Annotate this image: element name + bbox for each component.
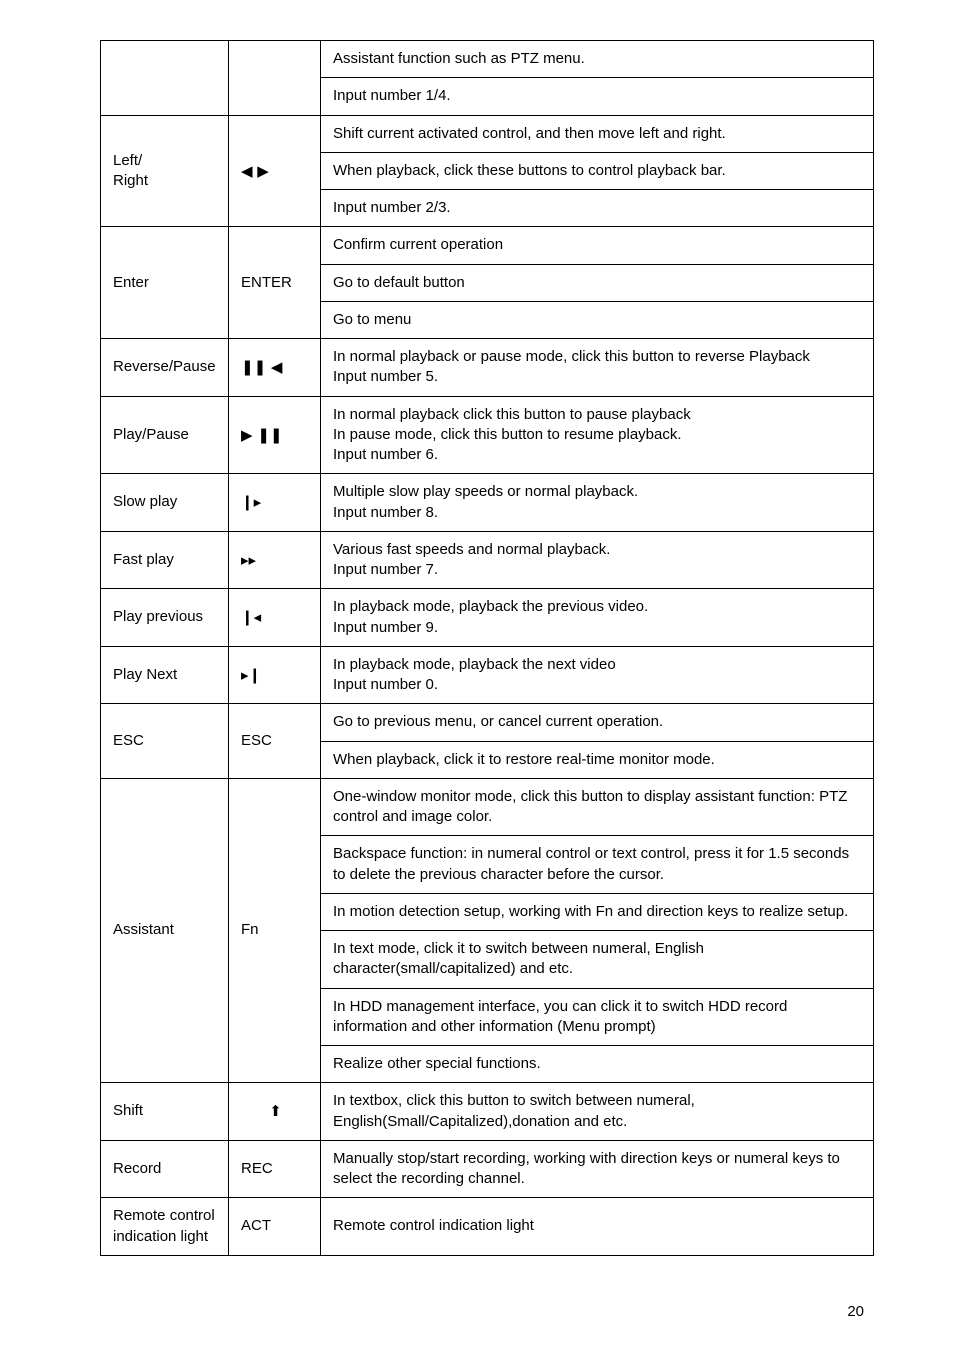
cell-desc: Manually stop/start recording, working w… (321, 1140, 874, 1198)
fast-forward-icon: ▸▸ (229, 531, 321, 589)
cell-desc: Go to menu (321, 301, 874, 338)
cell-name-blank (101, 41, 229, 116)
cell-name-assistant: Assistant (101, 778, 229, 1083)
cell-desc: Go to default button (321, 264, 874, 301)
cell-sym-fn: Fn (229, 778, 321, 1083)
cell-desc: In playback mode, playback the next vide… (321, 646, 874, 704)
cell-sym-enter: ENTER (229, 227, 321, 339)
cell-desc: Confirm current operation (321, 227, 874, 264)
cell-name-remote-light: Remote control indication light (101, 1198, 229, 1256)
table-row: Assistant function such as PTZ menu. (101, 41, 874, 78)
table-row: Left/Right ◀ ▶ Shift current activated c… (101, 115, 874, 152)
cell-name-enter: Enter (101, 227, 229, 339)
table-row: Assistant Fn One-window monitor mode, cl… (101, 778, 874, 836)
page-number: 20 (847, 1303, 864, 1320)
cell-desc: Various fast speeds and normal playback.… (321, 531, 874, 589)
slow-play-icon: ❙▸ (229, 474, 321, 532)
table-row: Play Next ▸❙ In playback mode, playback … (101, 646, 874, 704)
cell-name-reversepause: Reverse/Pause (101, 339, 229, 397)
table-row: Slow play ❙▸ Multiple slow play speeds o… (101, 474, 874, 532)
cell-name-shift: Shift (101, 1083, 229, 1141)
table-row: Play/Pause ▶ ❚❚ In normal playback click… (101, 396, 874, 474)
pause-reverse-icon: ❚❚ ◀ (229, 339, 321, 397)
cell-desc: Input number 2/3. (321, 190, 874, 227)
cell-desc: Backspace function: in numeral control o… (321, 836, 874, 894)
cell-desc: In motion detection setup, working with … (321, 893, 874, 930)
cell-desc: Multiple slow play speeds or normal play… (321, 474, 874, 532)
play-pause-icon: ▶ ❚❚ (229, 396, 321, 474)
table-row: Fast play ▸▸ Various fast speeds and nor… (101, 531, 874, 589)
cell-name-playpause: Play/Pause (101, 396, 229, 474)
cell-name-leftright: Left/Right (101, 115, 229, 227)
cell-desc: In normal playback click this button to … (321, 396, 874, 474)
cell-desc: Input number 1/4. (321, 78, 874, 115)
table-row: Record REC Manually stop/start recording… (101, 1140, 874, 1198)
cell-name-playnext: Play Next (101, 646, 229, 704)
cell-name-slowplay: Slow play (101, 474, 229, 532)
cell-name-playprevious: Play previous (101, 589, 229, 647)
next-icon: ▸❙ (229, 646, 321, 704)
cell-desc: Realize other special functions. (321, 1046, 874, 1083)
shift-up-icon: ⬆ (229, 1083, 321, 1141)
cell-desc: One-window monitor mode, click this butt… (321, 778, 874, 836)
spec-table: Assistant function such as PTZ menu. Inp… (100, 40, 874, 1256)
cell-sym-esc: ESC (229, 704, 321, 779)
cell-desc: In playback mode, playback the previous … (321, 589, 874, 647)
cell-desc: Remote control indication light (321, 1198, 874, 1256)
cell-desc: When playback, click these buttons to co… (321, 152, 874, 189)
cell-desc: Shift current activated control, and the… (321, 115, 874, 152)
cell-desc: In textbox, click this button to switch … (321, 1083, 874, 1141)
cell-name-fastplay: Fast play (101, 531, 229, 589)
cell-name-esc: ESC (101, 704, 229, 779)
cell-desc: In text mode, click it to switch between… (321, 931, 874, 989)
cell-sym-act: ACT (229, 1198, 321, 1256)
arrow-left-right-icon: ◀ ▶ (229, 115, 321, 227)
table-row: Shift ⬆ In textbox, click this button to… (101, 1083, 874, 1141)
cell-sym-blank (229, 41, 321, 116)
cell-desc: Go to previous menu, or cancel current o… (321, 704, 874, 741)
previous-icon: ❙◂ (229, 589, 321, 647)
cell-desc: When playback, click it to restore real-… (321, 741, 874, 778)
table-row: Enter ENTER Confirm current operation (101, 227, 874, 264)
cell-desc: In normal playback or pause mode, click … (321, 339, 874, 397)
table-row: Reverse/Pause ❚❚ ◀ In normal playback or… (101, 339, 874, 397)
table-row: Play previous ❙◂ In playback mode, playb… (101, 589, 874, 647)
cell-desc: In HDD management interface, you can cli… (321, 988, 874, 1046)
cell-desc: Assistant function such as PTZ menu. (321, 41, 874, 78)
cell-name-record: Record (101, 1140, 229, 1198)
cell-sym-rec: REC (229, 1140, 321, 1198)
page: Assistant function such as PTZ menu. Inp… (0, 0, 954, 1350)
table-row: ESC ESC Go to previous menu, or cancel c… (101, 704, 874, 741)
table-row: Remote control indication light ACT Remo… (101, 1198, 874, 1256)
